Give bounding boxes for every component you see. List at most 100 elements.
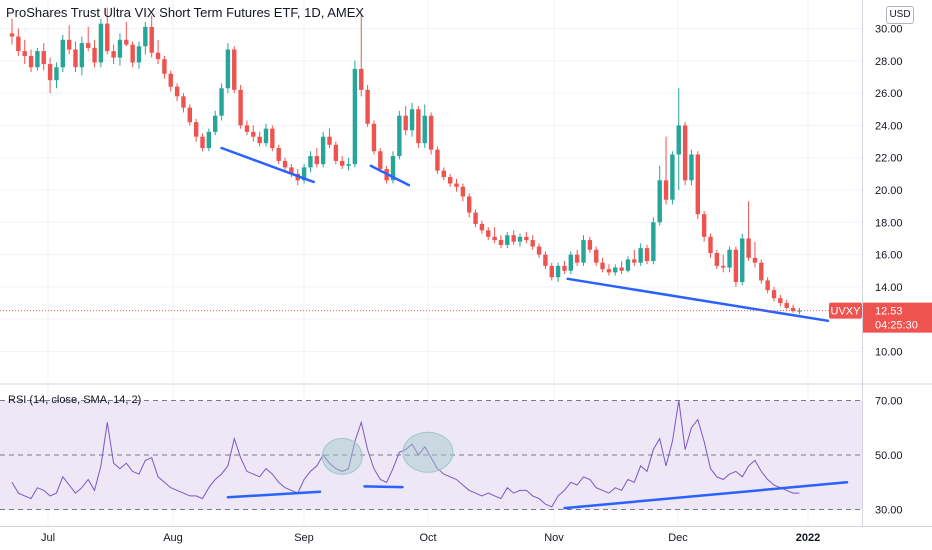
candle[interactable] — [568, 251, 573, 274]
candle[interactable] — [200, 133, 205, 152]
candle[interactable] — [47, 57, 53, 94]
trendline-price[interactable] — [369, 164, 411, 187]
candle[interactable] — [721, 254, 726, 273]
candle[interactable] — [632, 249, 637, 266]
candle[interactable] — [54, 62, 59, 89]
candle[interactable] — [759, 259, 764, 284]
candle[interactable] — [657, 165, 662, 226]
candle[interactable] — [263, 123, 269, 147]
candle[interactable] — [346, 157, 351, 171]
trendline-rsi[interactable] — [563, 481, 849, 510]
drawing-annotations[interactable] — [220, 146, 849, 510]
candle[interactable] — [555, 262, 561, 283]
candle[interactable] — [746, 201, 751, 262]
candle[interactable] — [594, 246, 599, 266]
candle[interactable] — [505, 231, 510, 249]
candle[interactable] — [174, 83, 180, 102]
price-candles[interactable] — [9, 7, 802, 315]
candle[interactable] — [181, 93, 186, 113]
candle[interactable] — [378, 148, 383, 173]
candle[interactable] — [111, 44, 116, 65]
candle[interactable] — [257, 131, 262, 147]
candle[interactable] — [301, 164, 307, 184]
candle[interactable] — [86, 26, 91, 52]
symbol-badge[interactable] — [829, 302, 862, 319]
highlight-ellipse[interactable] — [321, 437, 363, 475]
candle[interactable] — [467, 193, 472, 218]
candle[interactable] — [193, 118, 199, 142]
candle[interactable] — [251, 125, 256, 142]
candle[interactable] — [136, 41, 142, 69]
candle[interactable] — [340, 156, 345, 170]
candle[interactable] — [727, 246, 732, 273]
candle[interactable] — [536, 243, 542, 258]
candle[interactable] — [651, 217, 656, 265]
candle[interactable] — [244, 120, 250, 136]
candle[interactable] — [492, 227, 497, 244]
candle[interactable] — [733, 246, 739, 287]
candle[interactable] — [162, 55, 167, 79]
rsi-series[interactable] — [11, 400, 800, 508]
candle[interactable] — [219, 83, 224, 121]
trendline-price[interactable] — [220, 146, 315, 184]
candle[interactable] — [124, 22, 129, 47]
candle[interactable] — [549, 262, 554, 281]
candle[interactable] — [16, 28, 21, 56]
candle[interactable] — [574, 249, 580, 266]
candle[interactable] — [149, 15, 154, 58]
candle[interactable] — [771, 286, 777, 302]
candle[interactable] — [168, 70, 173, 92]
candle[interactable] — [441, 167, 446, 181]
candle[interactable] — [327, 128, 332, 149]
candle[interactable] — [60, 34, 65, 73]
candle[interactable] — [79, 36, 85, 76]
candle[interactable] — [695, 151, 700, 220]
candle[interactable] — [225, 43, 231, 94]
candle[interactable] — [740, 233, 745, 286]
candle[interactable] — [784, 299, 789, 310]
candle[interactable] — [282, 157, 288, 171]
candle[interactable] — [28, 49, 34, 73]
candle[interactable] — [270, 125, 275, 152]
candle[interactable] — [581, 235, 586, 266]
candle[interactable] — [543, 251, 548, 270]
candle[interactable] — [587, 236, 593, 253]
candle[interactable] — [359, 13, 364, 97]
candle[interactable] — [9, 18, 15, 45]
candle[interactable] — [600, 257, 605, 273]
candle[interactable] — [130, 41, 135, 68]
candle[interactable] — [708, 233, 713, 258]
candle[interactable] — [797, 307, 802, 315]
rsi-line[interactable] — [11, 400, 800, 508]
candle[interactable] — [689, 149, 694, 186]
candle[interactable] — [187, 104, 192, 126]
candle[interactable] — [562, 261, 567, 274]
candle[interactable] — [479, 220, 485, 234]
candle[interactable] — [213, 110, 218, 136]
candle[interactable] — [778, 294, 783, 307]
candle[interactable] — [352, 60, 358, 168]
candle[interactable] — [416, 106, 421, 149]
candle[interactable] — [511, 230, 516, 245]
candle[interactable] — [670, 151, 675, 205]
candle[interactable] — [454, 178, 459, 192]
candle[interactable] — [625, 256, 631, 273]
candle[interactable] — [117, 33, 123, 66]
candle[interactable] — [155, 39, 161, 65]
candle[interactable] — [66, 25, 72, 55]
candle[interactable] — [365, 85, 370, 128]
currency-button[interactable]: USD — [886, 6, 914, 24]
candle[interactable] — [714, 249, 720, 270]
candle[interactable] — [320, 131, 326, 168]
candle[interactable] — [238, 85, 243, 129]
candle[interactable] — [35, 47, 40, 71]
candle[interactable] — [314, 148, 319, 168]
candle[interactable] — [638, 243, 643, 266]
price-badge[interactable] — [863, 302, 932, 333]
candle[interactable] — [752, 241, 758, 268]
candle[interactable] — [524, 231, 529, 244]
candle[interactable] — [73, 41, 78, 73]
candle[interactable] — [676, 88, 681, 190]
candle[interactable] — [308, 151, 313, 173]
